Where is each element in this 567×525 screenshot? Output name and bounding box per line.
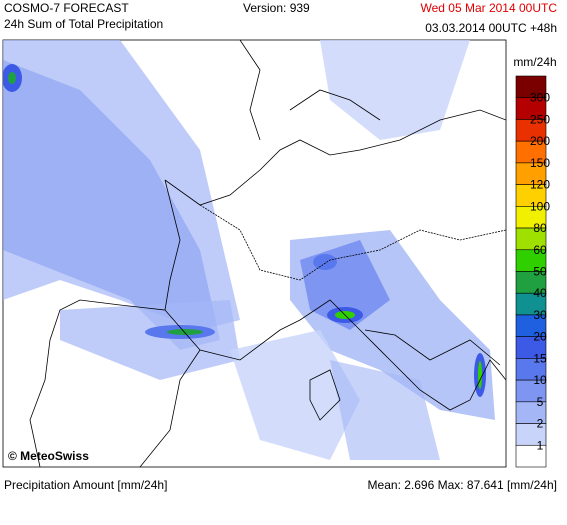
legend-label: 1 <box>537 438 544 452</box>
legend-label: 5 <box>537 395 544 409</box>
legend-label: 250 <box>530 112 550 126</box>
legend-label: 40 <box>533 286 547 300</box>
legend-label: 60 <box>533 243 547 257</box>
legend: 300 250 200 150 120 100 80 60 50 40 30 20 15 10 5 2 1 <box>515 75 550 468</box>
footer-right: Mean: 2.696 Max: 87.641 [mm/24h] <box>368 478 557 492</box>
credit: © MeteoSwiss <box>8 449 89 463</box>
legend-label: 150 <box>530 156 550 170</box>
legend-label: 300 <box>530 91 550 105</box>
legend-label: 10 <box>533 373 547 387</box>
legend-label: 80 <box>533 221 547 235</box>
valid-time: Wed 05 Mar 2014 00UTC <box>420 1 557 15</box>
run-time: 03.03.2014 00UTC +48h <box>425 21 557 35</box>
coastlines <box>29 40 506 467</box>
legend-unit: mm/24h <box>513 55 556 69</box>
legend-label: 30 <box>533 308 547 322</box>
legend-label: 120 <box>530 178 550 192</box>
legend-label: 50 <box>533 265 547 279</box>
legend-label: 200 <box>530 134 550 148</box>
version: Version: 939 <box>243 1 310 15</box>
precipitation-field <box>3 40 495 460</box>
legend-label: 15 <box>533 351 547 365</box>
legend-label: 100 <box>530 199 550 213</box>
footer-left: Precipitation Amount [mm/24h] <box>4 478 167 492</box>
legend-label: 2 <box>537 417 544 431</box>
product-title: COSMO-7 FORECAST <box>4 1 129 15</box>
legend-swatch <box>515 444 547 468</box>
legend-label: 20 <box>533 330 547 344</box>
map: © MeteoSwiss <box>2 39 507 468</box>
subtitle: 24h Sum of Total Precipitation <box>4 17 163 31</box>
